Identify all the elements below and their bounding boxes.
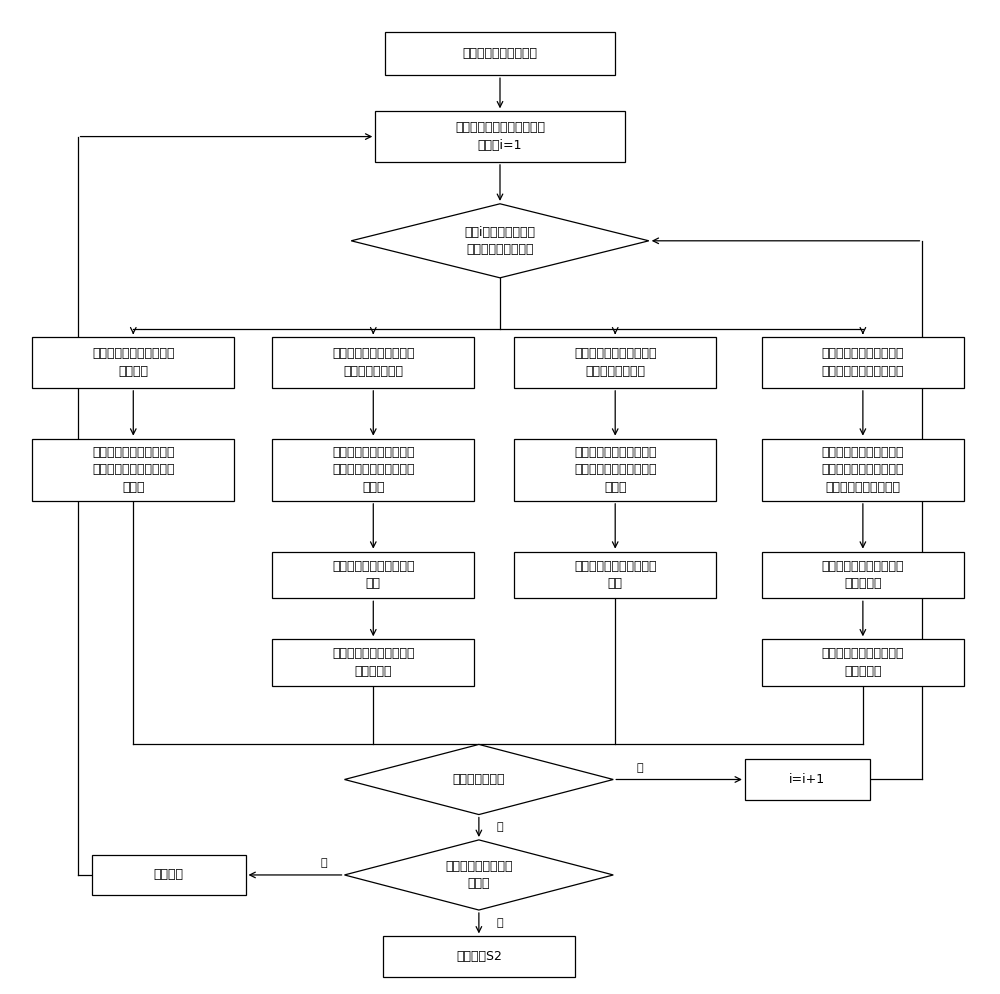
Polygon shape: [344, 745, 613, 814]
Text: 在社会车辆的左转和直行
进口道之间设置公交专用
进口道: 在社会车辆的左转和直行 进口道之间设置公交专用 进口道: [574, 445, 656, 494]
Bar: [762, 337, 964, 388]
Bar: [272, 337, 474, 388]
Polygon shape: [344, 840, 613, 911]
Text: 将左转和右转主信号组合
成一个相位: 将左转和右转主信号组合 成一个相位: [822, 647, 904, 678]
Bar: [32, 337, 234, 388]
Text: 在社会车辆右转进口道相
邻位置设置公交专用进口
道，将左转进口道外移: 在社会车辆右转进口道相 邻位置设置公交专用进口 道，将左转进口道外移: [822, 445, 904, 494]
Text: 最后一个路段？: 最后一个路段？: [453, 773, 505, 786]
Bar: [514, 552, 716, 598]
Text: 否: 否: [320, 858, 327, 869]
Text: 各公交线路在下游交叉口
均为直行: 各公交线路在下游交叉口 均为直行: [92, 347, 175, 378]
Text: 选择干线其中一个方向: 选择干线其中一个方向: [462, 48, 538, 61]
Text: 公交线路在下游交叉口既
有直行、左转，又有右转: 公交线路在下游交叉口既 有直行、左转，又有右转: [822, 347, 904, 378]
Bar: [762, 552, 964, 598]
Text: 将左转和右转主信号组合
成一个相位: 将左转和右转主信号组合 成一个相位: [332, 647, 415, 678]
Text: 对左转、右转进口道采取
预信号控制: 对左转、右转进口道采取 预信号控制: [822, 560, 904, 590]
Text: 在社会车辆的直行和右转
进口道之间设置公交专用
进口道: 在社会车辆的直行和右转 进口道之间设置公交专用 进口道: [92, 445, 175, 494]
Bar: [272, 552, 474, 598]
Bar: [514, 438, 716, 501]
Bar: [92, 855, 246, 896]
Text: 干线两个方向都设置
完毕？: 干线两个方向都设置 完毕？: [445, 860, 513, 891]
Text: 对左转进口道采取预信号
控制: 对左转进口道采取预信号 控制: [574, 560, 656, 590]
Text: 转换方向: 转换方向: [154, 869, 184, 882]
Bar: [762, 639, 964, 686]
Bar: [32, 438, 234, 501]
Text: 是: 是: [497, 822, 503, 832]
Bar: [745, 759, 870, 800]
Bar: [375, 111, 625, 162]
Text: 对右转进口道采取预信号
控制: 对右转进口道采取预信号 控制: [332, 560, 415, 590]
Text: 将干线上的路段依次编号，
赋初值i=1: 将干线上的路段依次编号， 赋初值i=1: [455, 121, 545, 152]
Text: i=i+1: i=i+1: [789, 773, 825, 786]
Bar: [272, 639, 474, 686]
Bar: [514, 337, 716, 388]
Bar: [383, 936, 575, 977]
Bar: [272, 438, 474, 501]
Text: 路段i上公交线路在下
游交叉口转向情况？: 路段i上公交线路在下 游交叉口转向情况？: [464, 226, 536, 256]
Bar: [762, 438, 964, 501]
Polygon shape: [351, 204, 649, 278]
Text: 在社会车辆的直行和右转
进口道之间设置公交专用
进口道: 在社会车辆的直行和右转 进口道之间设置公交专用 进口道: [332, 445, 415, 494]
Text: 转入步骤S2: 转入步骤S2: [456, 950, 502, 963]
Bar: [385, 33, 615, 76]
Text: 是: 是: [497, 918, 503, 928]
Text: 公交线路在下游交叉口既
有直行，又有右转: 公交线路在下游交叉口既 有直行，又有右转: [332, 347, 415, 378]
Text: 公交线路在下游交叉口既
有直行，又有左转: 公交线路在下游交叉口既 有直行，又有左转: [574, 347, 656, 378]
Text: 否: 否: [637, 762, 643, 772]
